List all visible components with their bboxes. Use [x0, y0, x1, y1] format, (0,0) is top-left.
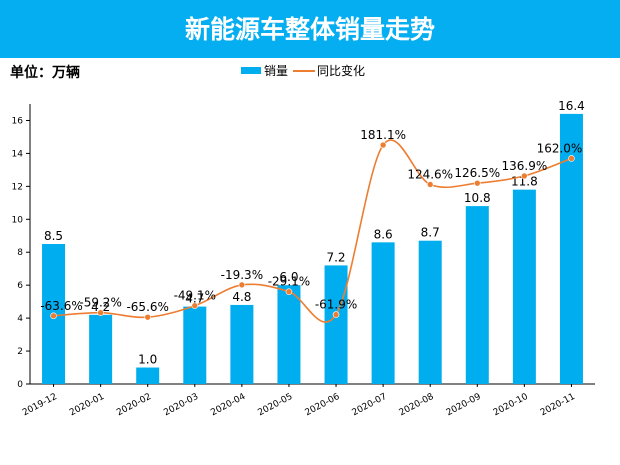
y-tick-label: 12 [12, 182, 23, 192]
line-point [426, 181, 434, 188]
y-tick-label: 8 [17, 248, 23, 258]
line-value-label: -49.1% [174, 289, 216, 303]
bar [183, 306, 207, 384]
title-banner: 新能源车整体销量走势 [0, 0, 620, 58]
line-point [521, 172, 528, 180]
line-value-label: 136.9% [501, 159, 547, 173]
x-tick-label: 2020-07 [351, 392, 389, 418]
y-tick-label: 6 [17, 281, 23, 291]
line-point [568, 155, 575, 162]
bar-value-label: 16.4 [558, 99, 585, 113]
bar-series [42, 113, 583, 384]
x-tick-label: 2020-04 [209, 392, 247, 419]
x-tick-labels: 2019-12 2020-01 2020-02 2020-03 2020-04 2020-… [21, 384, 577, 418]
x-tick-label: 2020-11 [539, 392, 577, 418]
line-value-label: -59.2% [79, 296, 121, 310]
bar [324, 265, 348, 384]
bar [230, 304, 254, 384]
legend-line-label: 同比变化 [317, 63, 365, 78]
y-tick-label: 16 [12, 116, 24, 126]
line-point [191, 302, 199, 309]
line-value-label: -29.1% [268, 275, 310, 289]
y-tick-label: 2 [17, 347, 23, 357]
line-value-label: 162.0% [537, 141, 583, 155]
bar-value-label: 4.8 [232, 290, 251, 304]
bar-value-labels: 8.54.21.04.7 4.86.07.28.6 8.710.811.816.4 [44, 99, 585, 367]
x-tick-label: 2020-02 [115, 392, 153, 418]
bar-value-label: 1.0 [138, 353, 157, 367]
unit-label: 单位：万辆 [10, 64, 80, 81]
bar [89, 314, 113, 384]
line-value-label: -63.6% [40, 299, 82, 313]
bar-value-label: 4.7 [185, 292, 204, 306]
x-tick-label: 2020-09 [445, 392, 483, 419]
x-tick-label: 2020-01 [68, 392, 106, 418]
bar-value-label: 10.8 [464, 191, 491, 205]
bar [418, 240, 442, 384]
line-point [379, 141, 387, 149]
bar [512, 189, 536, 384]
y-tick-label: 0 [17, 380, 23, 390]
line-value-label: -19.3% [221, 268, 263, 282]
unit-label-group: 单位：万辆 [10, 64, 80, 81]
line-series: -63.6%-59.2% -65.6% -49.1% -19.3% -29.1% -61.… [40, 128, 583, 323]
bar [277, 285, 301, 384]
line-value-label: 181.1% [360, 128, 406, 142]
line-point [332, 311, 340, 318]
legend-bar-label: 销量 [264, 64, 288, 78]
x-tick-label: 2020-10 [492, 392, 530, 419]
bar-value-label: 8.5 [44, 229, 63, 243]
x-tick-label: 2019-12 [21, 392, 59, 418]
line-point [50, 312, 57, 320]
legend-bar-swatch [241, 67, 261, 74]
line-value-label: -65.6% [126, 300, 168, 314]
y-tick-label: 14 [12, 149, 24, 159]
bar-value-label: 4.2 [91, 300, 110, 314]
x-tick-label: 2020-06 [304, 392, 342, 419]
line-point [144, 313, 152, 321]
bar-value-label: 6.0 [279, 270, 298, 284]
legend: 销量 同比变化 [241, 63, 365, 78]
axes: 0 2 4 6 8 10 12 14 16 [12, 104, 595, 390]
line-value-label: -61.9% [315, 298, 357, 312]
x-tick-label: 2020-08 [398, 392, 436, 419]
line-point [97, 309, 104, 317]
x-tick-label: 2020-03 [162, 392, 200, 418]
bar-value-label: 8.7 [421, 226, 440, 240]
bar [371, 242, 395, 384]
line-point [238, 281, 246, 289]
y-tick-label: 4 [17, 314, 23, 324]
line-value-label: 124.6% [407, 168, 453, 182]
bar-value-label: 7.2 [326, 250, 345, 264]
bar-value-label: 8.6 [374, 227, 393, 241]
bar [559, 113, 583, 384]
y-tick-label: 10 [12, 215, 24, 225]
chart-title: 新能源车整体销量走势 [185, 15, 435, 44]
line-value-label: 126.5% [454, 166, 500, 180]
bar [136, 367, 160, 384]
line-point [285, 288, 293, 296]
x-tick-label: 2020-05 [256, 392, 294, 418]
bar [465, 206, 489, 384]
line-point [473, 179, 481, 187]
title-banner-bg [0, 0, 620, 58]
